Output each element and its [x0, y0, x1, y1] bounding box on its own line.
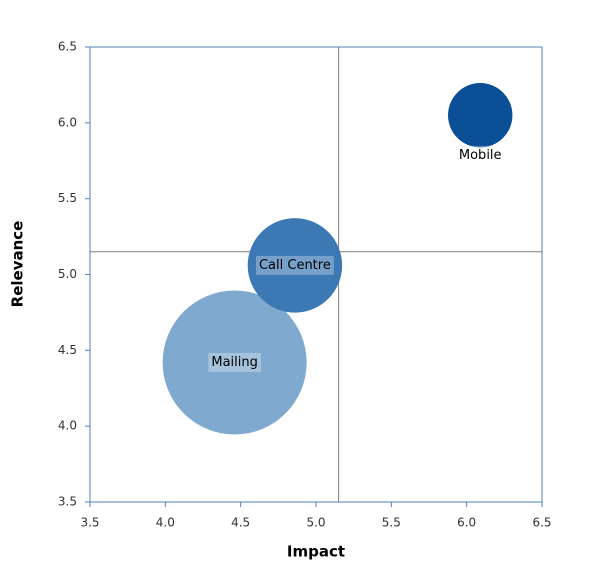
x-tick-label: 4.0	[156, 516, 175, 530]
data-label: Mobile	[459, 148, 502, 163]
x-tick-label: 3.5	[80, 516, 99, 530]
y-tick-label: 4.5	[58, 343, 77, 357]
label-box	[255, 255, 334, 275]
label-box	[208, 352, 261, 372]
bubble	[247, 218, 343, 313]
x-tick-label: 6.5	[532, 516, 551, 530]
x-tick-label: 6.0	[457, 516, 476, 530]
y-tick-label: 6.5	[58, 40, 77, 54]
y-tick-label: 3.5	[58, 495, 77, 509]
x-tick-label: 5.5	[382, 516, 401, 530]
bubble	[162, 290, 307, 435]
y-tick-label: 5.5	[58, 191, 77, 205]
y-tick-label: 5.0	[58, 267, 77, 281]
y-tick-label: 6.0	[58, 115, 77, 129]
x-tick-label: 4.5	[231, 516, 250, 530]
data-label: Mailing	[211, 355, 258, 370]
x-tick-label: 5.0	[306, 516, 325, 530]
label-box	[455, 145, 505, 165]
x-axis-title: Impact	[287, 543, 345, 561]
y-axis-title: Relevance	[9, 221, 27, 308]
data-label: Call Centre	[259, 258, 331, 273]
y-tick-label: 4.0	[58, 419, 77, 433]
bubble	[448, 83, 513, 148]
